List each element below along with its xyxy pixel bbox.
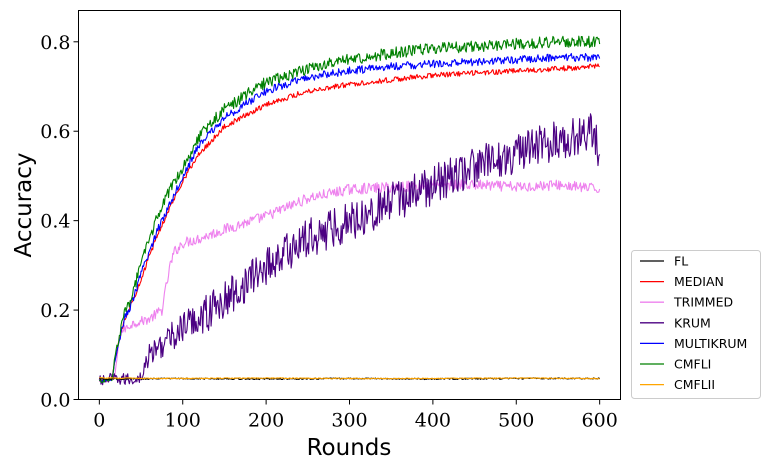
legend-label-cmflii: CMFLII — [674, 377, 715, 392]
legend-frame — [631, 250, 761, 399]
legend: FL MEDIAN TRIMMED KRUM MULTIKRUM CMFLI CMFLII — [631, 250, 761, 399]
y-axis-title: Accuracy — [11, 152, 37, 257]
series-line-multikrum — [99, 52, 601, 383]
legend-label-cmfli: CMFLI — [674, 357, 711, 372]
legend-label-krum: KRUM — [674, 315, 711, 330]
series-line-trimmed — [98, 179, 601, 383]
x-tick-label: 0 — [93, 410, 105, 432]
y-tick-label: 0.6 — [40, 121, 70, 143]
series-line-cmfli — [98, 35, 601, 384]
legend-label-multikrum: MULTIKRUM — [674, 336, 747, 351]
y-tick-label: 0.2 — [40, 300, 70, 322]
x-tick-label: 100 — [165, 410, 201, 432]
y-tick-label: 0.0 — [40, 390, 70, 412]
y-tick-label: 0.8 — [40, 32, 70, 54]
y-tick-label: 0.4 — [40, 211, 70, 233]
x-tick-label: 200 — [248, 410, 284, 432]
plot-lines — [98, 35, 601, 386]
x-axis-title: Rounds — [307, 435, 392, 461]
legend-label-fl: FL — [674, 254, 688, 269]
legend-label-trimmed: TRIMMED — [673, 295, 733, 310]
x-axis: 0 100 200 300 400 500 600 — [93, 399, 618, 432]
x-tick-label: 500 — [498, 410, 534, 432]
x-tick-label: 300 — [331, 410, 367, 432]
series-line-median — [99, 63, 600, 382]
legend-label-median: MEDIAN — [674, 274, 724, 289]
x-tick-label: 600 — [582, 410, 618, 432]
series-line-krum — [98, 113, 601, 386]
x-tick-label: 400 — [415, 410, 451, 432]
series-line-cmflii — [99, 377, 600, 380]
y-axis: 0.0 0.2 0.4 0.6 0.8 — [40, 32, 79, 412]
